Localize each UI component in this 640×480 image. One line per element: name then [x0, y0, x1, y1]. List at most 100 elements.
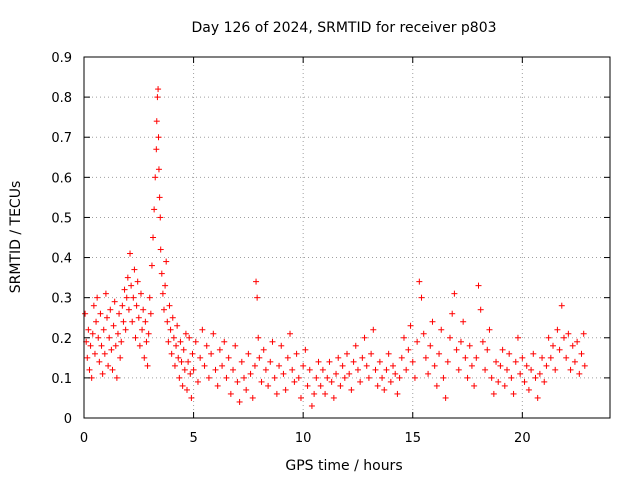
data-point [120, 318, 127, 325]
data-point [185, 358, 192, 365]
data-point [167, 326, 174, 333]
data-point [503, 366, 510, 373]
data-point [433, 382, 440, 389]
data-point [306, 366, 313, 373]
data-point [123, 294, 130, 301]
data-point [541, 378, 548, 385]
data-point [182, 330, 189, 337]
data-point [326, 358, 333, 365]
data-point [287, 330, 294, 337]
data-point [180, 346, 187, 353]
data-point [447, 334, 454, 341]
data-point [131, 266, 138, 273]
data-point [203, 342, 210, 349]
data-point [324, 374, 331, 381]
data-point [221, 338, 228, 345]
data-point [468, 362, 475, 369]
data-point [363, 362, 370, 369]
data-point [488, 374, 495, 381]
data-point [530, 350, 537, 357]
data-point [556, 346, 563, 353]
data-point [258, 378, 265, 385]
data-point [444, 358, 451, 365]
data-point [144, 362, 151, 369]
data-point [425, 370, 432, 377]
data-point [486, 326, 493, 333]
data-point [477, 306, 484, 313]
data-point [152, 174, 159, 181]
data-point [365, 374, 372, 381]
data-point [574, 338, 581, 345]
data-point [558, 302, 565, 309]
data-point [105, 362, 112, 369]
data-point [462, 354, 469, 361]
data-point [390, 362, 397, 369]
data-point [121, 286, 128, 293]
data-point [102, 290, 109, 297]
data-point [350, 358, 357, 365]
data-point [484, 346, 491, 353]
data-points [82, 86, 588, 409]
data-point [400, 334, 407, 341]
data-point [352, 342, 359, 349]
y-tick-label: 0.8 [51, 91, 72, 106]
data-point [129, 318, 136, 325]
data-point [560, 334, 567, 341]
data-point [346, 370, 353, 377]
y-tick-label: 0.9 [51, 51, 72, 66]
data-point [187, 370, 194, 377]
x-tick-label: 0 [80, 431, 88, 446]
x-tick-label: 20 [514, 431, 531, 446]
data-point [199, 326, 206, 333]
data-point [284, 354, 291, 361]
data-point [184, 386, 191, 393]
data-point [348, 386, 355, 393]
data-point [104, 314, 111, 321]
data-point [247, 370, 254, 377]
data-point [197, 354, 204, 361]
data-point [238, 358, 245, 365]
data-point [236, 398, 243, 405]
data-point [308, 402, 315, 409]
data-point [508, 374, 515, 381]
plot-frame [83, 56, 611, 419]
data-point [90, 302, 97, 309]
data-point [119, 302, 126, 309]
data-point [110, 322, 117, 329]
data-point [370, 326, 377, 333]
data-point [495, 378, 502, 385]
data-point [523, 362, 530, 369]
data-point [276, 362, 283, 369]
data-point [322, 390, 329, 397]
data-point [133, 302, 140, 309]
data-point [107, 306, 114, 313]
data-point [405, 346, 412, 353]
data-point [578, 350, 585, 357]
data-point [155, 134, 162, 141]
data-point [223, 374, 230, 381]
data-point [137, 290, 144, 297]
data-point [550, 342, 557, 349]
data-point [383, 366, 390, 373]
data-point [403, 366, 410, 373]
data-point [534, 394, 541, 401]
data-point [265, 382, 272, 389]
data-point [482, 366, 489, 373]
data-point [414, 338, 421, 345]
data-point [114, 330, 121, 337]
data-point [168, 350, 175, 357]
data-point [132, 334, 139, 341]
data-point [111, 298, 118, 305]
data-point [158, 270, 165, 277]
data-point [143, 338, 150, 345]
y-axis-title: SRMTID / TECUs [8, 181, 24, 294]
data-point [416, 278, 423, 285]
data-point [269, 338, 276, 345]
data-point [82, 310, 89, 317]
data-point [219, 362, 226, 369]
data-point [135, 314, 142, 321]
data-point [157, 214, 164, 221]
data-point [532, 374, 539, 381]
data-point [521, 378, 528, 385]
